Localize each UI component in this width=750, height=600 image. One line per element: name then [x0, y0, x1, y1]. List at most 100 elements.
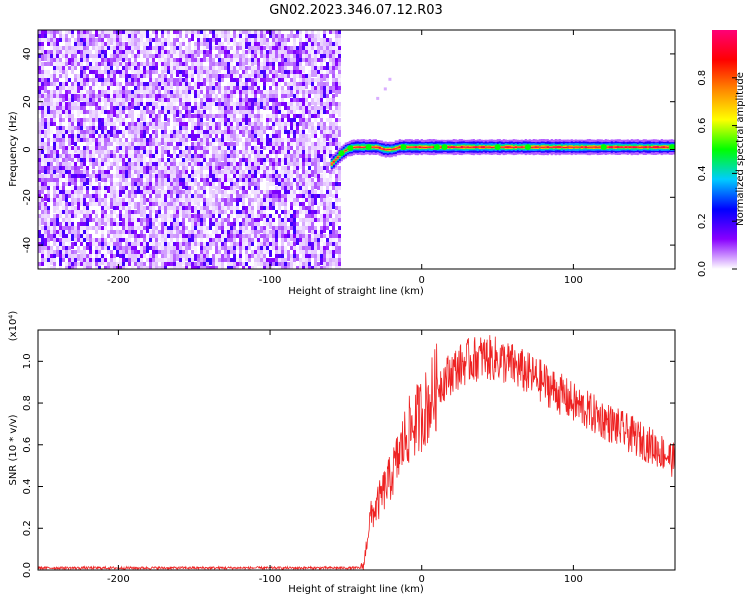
- noise-cell: [206, 130, 209, 137]
- noise-cell: [80, 106, 83, 113]
- noise-cell: [143, 114, 146, 118]
- noise-cell: [191, 206, 194, 213]
- noise-cell: [242, 194, 245, 198]
- noise-cell: [272, 178, 275, 182]
- noise-cell: [311, 130, 314, 134]
- noise-cell: [137, 106, 140, 110]
- noise-cell: [257, 250, 260, 254]
- noise-cell: [254, 218, 257, 225]
- noise-cell: [47, 222, 50, 229]
- noise-cell: [53, 150, 56, 154]
- noise-cell: [236, 230, 239, 237]
- noise-cell: [59, 198, 62, 205]
- noise-cell: [155, 86, 158, 90]
- noise-cell: [146, 42, 149, 49]
- noise-cell: [137, 154, 140, 158]
- noise-cell: [56, 82, 59, 86]
- noise-cell: [266, 246, 269, 250]
- noise-cell: [248, 246, 251, 250]
- noise-cell: [53, 114, 56, 121]
- noise-cell: [176, 226, 179, 233]
- noise-cell: [131, 134, 134, 138]
- noise-cell: [53, 34, 56, 38]
- noise-cell: [134, 190, 137, 197]
- noise-cell: [113, 194, 116, 201]
- noise-cell: [212, 258, 215, 262]
- noise-cell: [284, 66, 287, 70]
- noise-cell: [278, 218, 281, 222]
- noise-cell: [242, 218, 245, 222]
- noise-cell: [143, 90, 146, 94]
- noise-cell: [164, 138, 167, 145]
- noise-cell: [197, 234, 200, 238]
- noise-cell: [212, 242, 215, 246]
- noise-cell: [269, 50, 272, 54]
- noise-cell: [209, 42, 212, 49]
- noise-cell: [80, 62, 83, 66]
- noise-cell: [53, 94, 56, 98]
- noise-cell: [317, 58, 320, 62]
- noise-cell: [65, 230, 68, 234]
- noise-cell: [290, 198, 293, 202]
- noise-cell: [41, 34, 44, 38]
- noise-cell: [287, 154, 290, 158]
- noise-cell: [245, 90, 248, 94]
- noise-cell: [287, 238, 290, 242]
- noise-cell: [239, 230, 242, 237]
- noise-cell: [44, 238, 47, 242]
- noise-cell: [203, 258, 206, 265]
- noise-cell: [56, 74, 59, 78]
- noise-cell: [197, 258, 200, 262]
- noise-cell: [140, 134, 143, 138]
- noise-cell: [296, 146, 299, 153]
- noise-cell: [329, 150, 332, 157]
- noise-cell: [290, 70, 293, 74]
- noise-cell: [107, 230, 110, 234]
- noise-cell: [236, 210, 239, 214]
- noise-cell: [50, 250, 53, 254]
- noise-cell: [38, 58, 41, 62]
- noise-cell: [83, 154, 86, 161]
- noise-cell: [59, 194, 62, 198]
- noise-cell: [188, 178, 191, 182]
- noise-cell: [239, 38, 242, 42]
- noise-cell: [107, 134, 110, 138]
- noise-cell: [137, 98, 140, 102]
- noise-cell: [128, 258, 131, 262]
- noise-cell: [185, 70, 188, 74]
- noise-cell: [182, 214, 185, 218]
- noise-cell: [233, 190, 236, 194]
- noise-cell: [320, 174, 323, 181]
- noise-cell: [281, 66, 284, 70]
- noise-cell: [95, 162, 98, 166]
- noise-cell: [110, 98, 113, 105]
- noise-cell: [284, 254, 287, 261]
- noise-cell: [206, 242, 209, 246]
- noise-cell: [152, 258, 155, 262]
- noise-cell: [161, 50, 164, 57]
- noise-cell: [68, 246, 71, 253]
- noise-cell: [134, 54, 137, 61]
- noise-cell: [101, 110, 104, 114]
- noise-cell: [128, 110, 131, 114]
- noise-cell: [239, 258, 242, 265]
- noise-cell: [86, 126, 89, 130]
- noise-cell: [269, 98, 272, 102]
- noise-cell: [233, 182, 236, 189]
- noise-cell: [302, 158, 305, 162]
- noise-cell: [140, 138, 143, 145]
- noise-cell: [308, 126, 311, 133]
- noise-cell: [215, 94, 218, 101]
- noise-cell: [44, 218, 47, 222]
- noise-cell: [269, 106, 272, 110]
- noise-cell: [182, 62, 185, 66]
- noise-cell: [245, 182, 248, 186]
- noise-cell: [278, 134, 281, 138]
- noise-cell: [113, 42, 116, 46]
- noise-cell: [80, 122, 83, 129]
- noise-cell: [188, 90, 191, 94]
- noise-cell: [77, 158, 80, 162]
- noise-cell: [59, 130, 62, 137]
- noise-cell: [173, 118, 176, 122]
- noise-cell: [62, 130, 65, 134]
